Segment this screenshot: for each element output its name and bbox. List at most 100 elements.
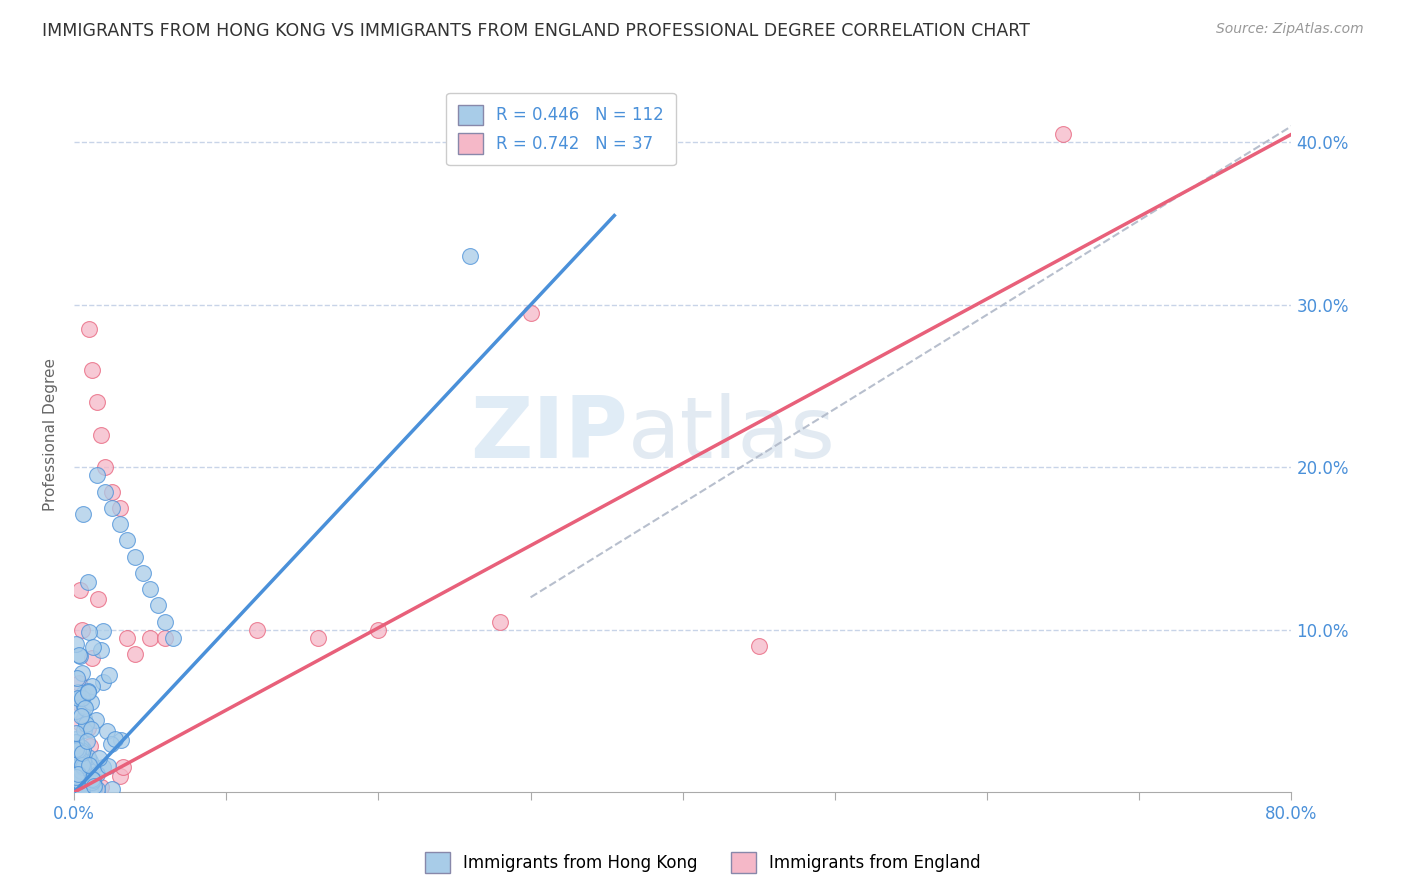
Point [91,760,114,774]
Point [70,772,93,787]
Point [72,666,94,681]
Point [73,723,96,738]
Point [69,764,91,778]
Point [70,758,93,772]
Point [70,767,93,781]
Point [67,774,90,789]
Point [69,782,91,797]
Point [72,687,94,701]
Point [70,780,93,795]
Point [67,780,90,795]
Point [367,623,389,637]
Point [117,533,139,548]
Point [66,671,89,685]
Point [66,691,89,706]
Point [76,685,98,699]
Point [76,575,98,590]
Point [79,776,101,790]
Point [104,731,127,746]
Point [97,759,120,773]
Point [69,741,91,756]
Point [124,549,146,564]
Point [82,773,104,788]
Point [246,623,269,637]
Point [79,757,101,772]
Point [83,780,105,795]
Point [86,767,108,781]
Point [139,631,162,645]
Point [101,484,124,499]
Point [90,780,112,794]
Point [65,782,87,797]
Point [77,750,100,764]
Point [65,781,87,796]
Point [67,676,90,690]
Point [69,582,91,597]
Text: IMMIGRANTS FROM HONG KONG VS IMMIGRANTS FROM ENGLAND PROFESSIONAL DEGREE CORRELA: IMMIGRANTS FROM HONG KONG VS IMMIGRANTS … [42,22,1031,40]
Point [67,756,90,771]
Point [82,760,104,774]
Point [69,782,91,797]
Point [748,639,770,653]
Legend: R = 0.446   N = 112, R = 0.742   N = 37: R = 0.446 N = 112, R = 0.742 N = 37 [446,93,676,165]
Point [76,733,98,747]
Point [519,306,541,320]
Point [86,782,108,797]
Point [72,623,94,637]
Point [67,773,90,788]
Point [69,777,91,791]
Text: ZIP: ZIP [470,393,628,476]
Point [77,721,100,735]
Point [82,363,104,377]
Point [65,760,87,774]
Y-axis label: Professional Degree: Professional Degree [44,359,58,511]
Point [67,696,90,710]
Point [117,631,139,645]
Point [70,691,93,706]
Point [80,650,103,665]
Point [77,684,100,698]
Point [65,637,87,651]
Point [155,631,177,645]
Point [65,763,87,777]
Point [108,517,131,532]
Point [82,775,104,789]
Point [75,771,97,785]
Point [87,591,110,606]
Text: Source: ZipAtlas.com: Source: ZipAtlas.com [1216,22,1364,37]
Point [67,767,90,781]
Point [77,624,100,639]
Point [67,750,90,764]
Point [72,507,94,521]
Point [98,668,121,682]
Point [82,772,104,786]
Point [72,711,94,725]
Point [72,754,94,768]
Point [93,460,115,475]
Point [65,725,87,739]
Point [77,770,100,784]
Point [110,769,132,783]
Point [84,713,107,727]
Point [73,698,96,713]
Point [79,782,101,797]
Point [70,767,93,781]
Point [67,743,90,757]
Point [96,724,118,739]
Point [100,737,122,751]
Point [131,566,153,580]
Point [70,739,93,754]
Point [162,631,184,645]
Point [489,615,512,629]
Point [67,755,90,769]
Point [76,780,98,795]
Point [146,599,169,613]
Point [69,766,91,780]
Point [72,742,94,756]
Point [79,322,101,336]
Point [79,754,101,768]
Point [66,774,89,789]
Legend: Immigrants from Hong Kong, Immigrants from England: Immigrants from Hong Kong, Immigrants fr… [418,846,988,880]
Point [70,690,93,704]
Point [1052,128,1074,142]
